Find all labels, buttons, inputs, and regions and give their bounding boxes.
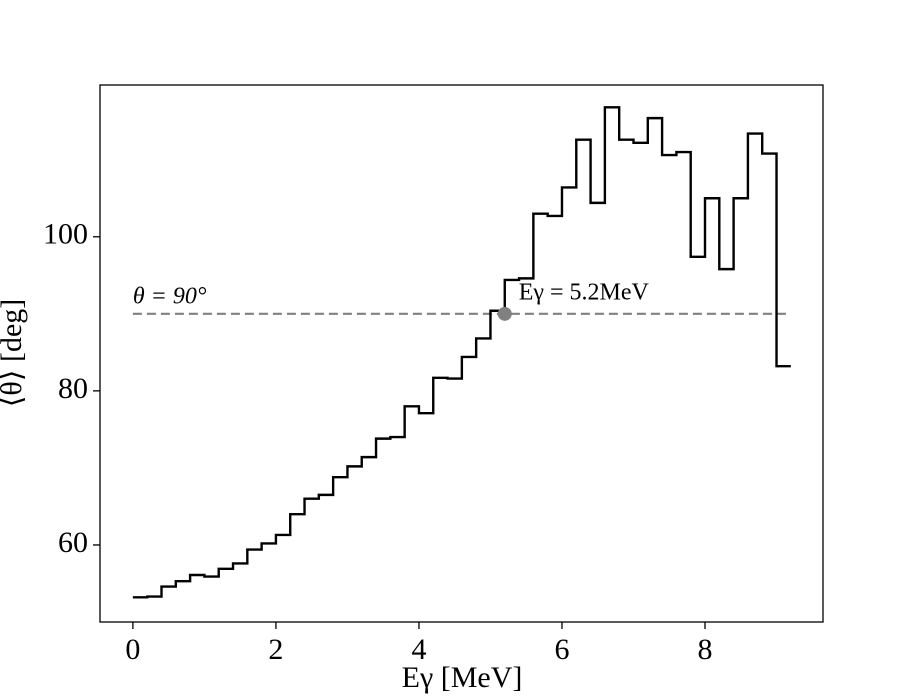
step-line bbox=[132, 106, 791, 599]
y-tick-label: 60 bbox=[58, 526, 88, 559]
reference-label: θ = 90° bbox=[133, 283, 207, 309]
y-tick-label: 100 bbox=[43, 218, 88, 251]
y-axis-label: ⟨θ⟩ [deg] bbox=[0, 299, 28, 408]
x-tick-label: 8 bbox=[698, 633, 713, 666]
plot-frame bbox=[99, 84, 824, 623]
x-tick-label: 0 bbox=[125, 633, 140, 666]
x-tick-label: 6 bbox=[554, 633, 569, 666]
x-axis-label: Eγ [MeV] bbox=[402, 661, 523, 694]
x-tick-label: 2 bbox=[268, 633, 283, 666]
y-tick-label: 80 bbox=[58, 372, 88, 405]
x-tick-label: 4 bbox=[411, 633, 426, 666]
marker-label: Eγ = 5.2MeV bbox=[519, 279, 650, 305]
marker-point bbox=[497, 306, 512, 321]
